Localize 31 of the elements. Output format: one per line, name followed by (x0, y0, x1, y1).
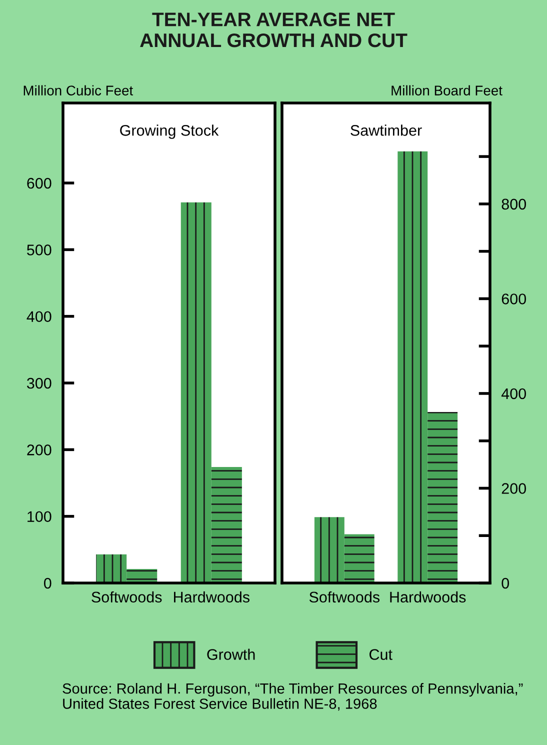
bar (428, 412, 458, 583)
y-tick-label: 400 (26, 311, 52, 322)
y2-tick-label: 200 (502, 483, 526, 494)
bar (211, 467, 242, 583)
y2-tick-label: 600 (502, 294, 526, 304)
y2-axis-title: Million Board Feet (392, 85, 502, 96)
x-tick-label: Hardwoods (174, 591, 250, 603)
y-tick-label: 600 (27, 178, 52, 189)
text: Growing Stock (120, 124, 219, 139)
bar (398, 151, 428, 583)
bar (344, 534, 374, 583)
y2-tick-label: 0 (502, 578, 510, 589)
y-tick-label: 100 (28, 511, 52, 522)
bar (314, 517, 344, 583)
legend-label: Growth (207, 648, 255, 660)
y-tick-label: 500 (27, 244, 52, 256)
x-tick-label: Softwoods (92, 591, 162, 603)
source-note: Source: Roland H. Ferguson, “The Timber Resources of Pennsylvania,” United States Forest Service Bulletin NE-8, 1968 (62, 683, 523, 711)
y2-tick-label: 400 (501, 388, 526, 400)
text: Sawtimber (350, 124, 422, 136)
legend-label: Cut (370, 649, 392, 660)
y-tick-label: 0 (44, 578, 52, 589)
y2-tick-label: 800 (502, 198, 526, 210)
y-tick-label: 200 (27, 444, 52, 456)
x-tick-label: Hardwoods (390, 591, 466, 603)
x-tick-label: Softwoods (309, 591, 380, 603)
y-axis-title: Million Cubic Feet (24, 85, 133, 96)
y-tick-label: 300 (26, 378, 52, 389)
bar (180, 202, 212, 583)
bar (96, 554, 127, 583)
chart-title: TEN-YEAR AVERAGE NET ANNUAL GROWTH AND CUT (140, 12, 408, 48)
